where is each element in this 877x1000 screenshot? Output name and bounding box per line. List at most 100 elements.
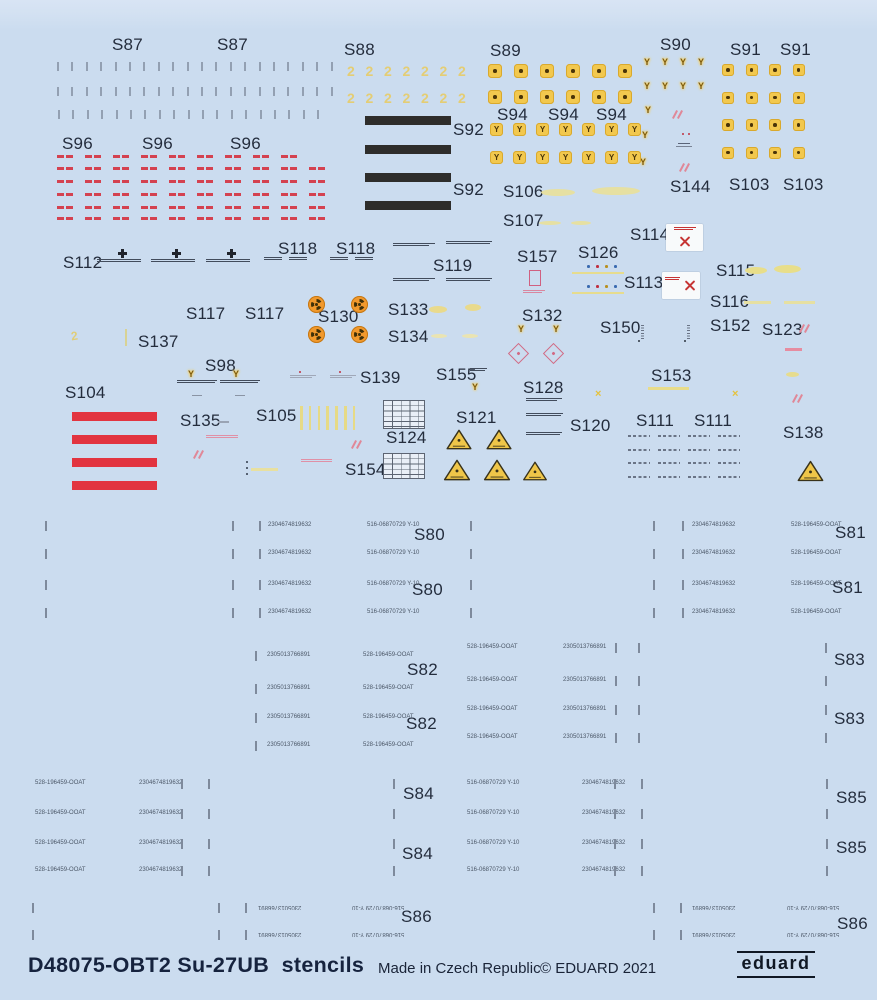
stencil-number: 2304674819632 (139, 810, 183, 816)
stencil-number: 2305013766891 (563, 734, 607, 740)
dot-marker (605, 285, 608, 288)
stencil-number: 516-06870729 Y-10 (787, 931, 840, 937)
yellow-square-y-icon: Y (513, 151, 526, 164)
tick-mark (157, 62, 160, 71)
tick-mark (143, 87, 146, 96)
red-microtext (253, 155, 269, 158)
red-microtext (85, 206, 101, 209)
paint-oval (539, 221, 561, 225)
tick-mark (181, 839, 183, 849)
decal-label: S96 (142, 134, 173, 153)
decal-label: S115 (716, 261, 756, 280)
decal-label: S137 (138, 332, 179, 351)
red-microtext (141, 167, 157, 170)
red-microtext (281, 206, 297, 209)
paint-line (308, 406, 312, 430)
tick-mark (255, 741, 257, 751)
warning-triangle-icon (443, 459, 471, 481)
tick-mark (45, 521, 47, 531)
dashed-microtext (628, 475, 650, 478)
warning-triangle-icon (483, 459, 511, 481)
tick-mark (58, 110, 60, 119)
stencil-number: 516-06870729 Y-10 (787, 904, 840, 910)
tick-mark (653, 608, 655, 618)
stencil-number: 2304674819632 (692, 581, 736, 587)
tick-mark (129, 62, 131, 71)
yellow-square-dot-icon (488, 90, 502, 104)
red-microtext (57, 217, 73, 220)
eduard-logo: eduard (737, 951, 815, 978)
yellow-square-y-icon: Y (490, 151, 503, 164)
tick-mark (316, 87, 319, 96)
yellow-square-dot-icon (792, 64, 805, 76)
tick-mark (71, 62, 74, 71)
tick-mark (393, 839, 395, 849)
tick-mark (100, 87, 103, 96)
red-microtext (169, 155, 185, 158)
yellow-square-dot-icon (745, 146, 758, 159)
tick-mark (259, 549, 261, 559)
tick-mark (259, 521, 261, 531)
yellow-square-dot-icon (792, 146, 805, 159)
tick-mark (85, 87, 88, 96)
tick-mark (186, 62, 189, 71)
stencil-number: 2304674819632 (582, 780, 626, 786)
hash-marks (672, 110, 683, 120)
paint-oval (745, 267, 767, 274)
decal-label: S134 (388, 327, 429, 346)
stencil-number: 528-196459-OOAT (467, 734, 518, 740)
stripe (744, 301, 771, 304)
stencil-number: 2305013766891 (692, 904, 736, 910)
tick-mark (641, 809, 643, 819)
yellow-square-y-icon: Y (605, 151, 618, 164)
stencil-number: 2305013766891 (563, 706, 607, 712)
no-step-box (666, 224, 703, 251)
tick-mark (653, 580, 655, 590)
tick-mark (86, 110, 89, 119)
red-microtext (197, 206, 213, 209)
tick-mark (181, 779, 183, 789)
diamond-marker (507, 342, 530, 365)
red-microtext (225, 155, 241, 158)
decal-label: S104 (65, 383, 106, 402)
tick-mark (130, 110, 132, 119)
cross-marker-icon (227, 249, 236, 258)
stencil-number: 2305013766891 (267, 652, 311, 658)
paint-oval (774, 265, 801, 273)
y-marker-icon: Y (662, 57, 669, 67)
yellow-square-y-icon: Y (559, 151, 572, 164)
decal-label: S116 (710, 292, 750, 311)
stripe (572, 292, 624, 294)
tick-mark (232, 580, 234, 590)
tick-mark (32, 930, 34, 940)
decal-label: S94 (548, 105, 579, 124)
tick-mark (393, 809, 395, 819)
red-microtext (169, 193, 185, 196)
tick-mark (245, 110, 248, 119)
decal-label: S157 (517, 247, 558, 266)
stencil-number: 528-196459-OOAT (467, 644, 518, 650)
radiation-icon (351, 296, 368, 313)
decal-label: S84 (402, 844, 433, 863)
decal-label: S152 (710, 316, 751, 335)
red-microtext (253, 217, 269, 220)
hash-marks (193, 450, 204, 460)
dot-marker (684, 340, 686, 342)
stripe (218, 421, 229, 423)
tick-mark (45, 549, 47, 559)
red-microtext (141, 217, 157, 220)
stencil-number: 516-06870729 Y-10 (367, 550, 420, 556)
tick-mark (255, 684, 257, 694)
yellow-square-dot-icon (745, 64, 758, 76)
decal-label: S153 (651, 366, 692, 385)
red-microtext (113, 180, 129, 183)
tick-mark (115, 110, 118, 119)
tick-mark (330, 87, 333, 96)
tick-mark (301, 87, 304, 96)
tick-mark (215, 87, 218, 96)
y-marker-icon: Y (662, 81, 669, 91)
yellow-square-dot-icon (745, 119, 758, 131)
yellow-square-y-icon: Y (559, 123, 572, 136)
decal-label: S98 (205, 356, 236, 375)
